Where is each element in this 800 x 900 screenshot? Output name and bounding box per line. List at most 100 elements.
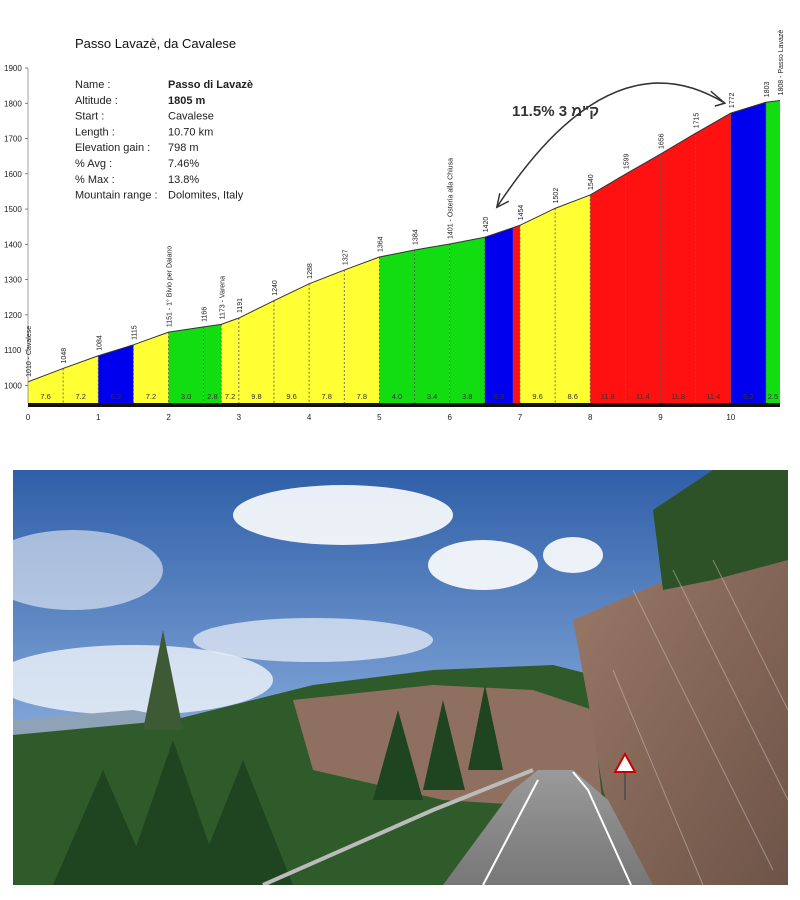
point-label: 1084 bbox=[96, 335, 103, 351]
point-label: 1288 bbox=[307, 263, 314, 279]
grade-label: 3.0 bbox=[181, 392, 191, 401]
grade-label: 4.0 bbox=[392, 392, 402, 401]
x-tick-label: 10 bbox=[726, 413, 735, 422]
segment-11 bbox=[379, 249, 415, 403]
point-label: 1384 bbox=[413, 229, 420, 245]
grade-label: 7.2 bbox=[75, 392, 85, 401]
segment-14 bbox=[484, 227, 513, 403]
grade-label: 9.8 bbox=[251, 392, 261, 401]
annotation-arrow bbox=[496, 82, 726, 208]
point-label: 1173 - Varena bbox=[219, 276, 226, 319]
point-label: 1010 - Cavalese bbox=[26, 326, 33, 377]
segment-18 bbox=[590, 174, 626, 403]
trees-top-right bbox=[653, 470, 788, 590]
y-tick-label: 1300 bbox=[4, 276, 22, 285]
info-value: 7.46% bbox=[168, 158, 199, 170]
segment-7 bbox=[238, 300, 274, 403]
annotation-arrowhead-right bbox=[710, 90, 727, 107]
axes: 1000110012001300140015001600170018001900… bbox=[4, 64, 780, 422]
point-label: 1364 bbox=[377, 236, 384, 252]
segment-3 bbox=[133, 332, 169, 403]
point-label: 1803 bbox=[764, 82, 771, 98]
grade-label: 8.6 bbox=[567, 392, 577, 401]
gradient-segments bbox=[28, 100, 780, 403]
chart-title: Passo Lavazè, da Cavalese bbox=[75, 36, 236, 51]
info-value: 1805 m bbox=[168, 95, 206, 107]
warning-sign bbox=[613, 751, 637, 800]
segment-6 bbox=[221, 318, 239, 403]
info-label: Mountain range : bbox=[75, 190, 158, 202]
point-labels: 1010 - Cavalese 1048 1084 1115 1151 - 1° Biv… bbox=[26, 30, 785, 377]
road-photo bbox=[13, 470, 788, 885]
point-label: 1191 bbox=[237, 298, 244, 313]
grade-label: 6.2 bbox=[111, 392, 121, 401]
point-label: 1454 bbox=[518, 205, 525, 221]
segment-dividers bbox=[62, 102, 767, 403]
info-label: Elevation gain : bbox=[75, 142, 150, 154]
trees bbox=[53, 630, 503, 885]
point-label: 1420 bbox=[483, 217, 490, 233]
point-label: 1502 bbox=[553, 188, 560, 204]
segment-12 bbox=[414, 243, 450, 403]
point-label: 1240 bbox=[272, 280, 279, 296]
point-label: 1327 bbox=[342, 249, 349, 265]
guardrail bbox=[262, 768, 534, 885]
x-tick-label: 5 bbox=[377, 413, 382, 422]
y-tick-label: 1400 bbox=[4, 240, 22, 249]
point-label: 1715 bbox=[694, 113, 701, 129]
info-value: 798 m bbox=[168, 142, 199, 154]
info-value: 13.8% bbox=[168, 174, 199, 186]
point-label: 1772 bbox=[729, 92, 736, 108]
segment-4 bbox=[168, 326, 204, 403]
y-tick-label: 1500 bbox=[4, 205, 22, 214]
grade-label: 11.4 bbox=[706, 392, 720, 401]
x-tick-label: 7 bbox=[518, 413, 523, 422]
y-tick-label: 1900 bbox=[4, 64, 22, 73]
grade-label: 11.8 bbox=[671, 392, 685, 401]
segment-8 bbox=[273, 283, 310, 403]
info-value: Cavalese bbox=[168, 111, 214, 123]
segment-19 bbox=[625, 154, 661, 403]
y-tick-label: 1000 bbox=[4, 381, 22, 390]
clouds bbox=[13, 485, 603, 715]
x-tick-label: 0 bbox=[26, 413, 31, 422]
profile-outline bbox=[27, 99, 781, 383]
grade-labels: 7.6 7.2 6.2 7.2 3.0 2.8 7.2 9.8 9.6 7.8 7.8 4.0 3.4 3… bbox=[40, 392, 778, 401]
profile-line bbox=[27, 99, 781, 383]
info-label: % Max : bbox=[75, 174, 115, 186]
segment-13 bbox=[449, 237, 485, 403]
handwritten-annotation: 11.5% 3 ק"מ bbox=[495, 82, 727, 209]
segment-21 bbox=[695, 113, 731, 403]
x-tick-label: 2 bbox=[166, 413, 171, 422]
point-label: 1166 bbox=[202, 307, 209, 322]
annotation-arrowhead-left bbox=[495, 193, 510, 209]
segment-16 bbox=[519, 208, 556, 403]
rockfall-netting bbox=[612, 559, 788, 885]
segment-2 bbox=[98, 344, 134, 403]
point-label: 1599 bbox=[623, 153, 630, 169]
x-tick-label: 4 bbox=[307, 413, 312, 422]
grade-label: 6.3 bbox=[494, 392, 504, 401]
segment-23 bbox=[765, 100, 780, 403]
road bbox=[443, 770, 653, 885]
rock-cliff bbox=[573, 530, 788, 885]
grade-label: 7.6 bbox=[40, 392, 50, 401]
segment-22 bbox=[730, 102, 766, 403]
info-label: Start : bbox=[75, 111, 104, 123]
point-label: 1656 bbox=[659, 133, 666, 149]
info-label: Name : bbox=[75, 79, 110, 91]
x-tick-label: 3 bbox=[237, 413, 242, 422]
y-tick-label: 1800 bbox=[4, 99, 22, 108]
segment-20 bbox=[660, 133, 696, 403]
grade-label: 2.8 bbox=[207, 392, 217, 401]
segment-9 bbox=[309, 270, 345, 403]
grade-label: 7.8 bbox=[321, 392, 331, 401]
grade-label: 11.4 bbox=[636, 392, 650, 401]
y-tick-label: 1100 bbox=[4, 346, 22, 355]
x-tick-label: 1 bbox=[96, 413, 101, 422]
segment-10 bbox=[344, 257, 380, 403]
grade-label: 7.2 bbox=[146, 392, 156, 401]
x-tick-label: 9 bbox=[658, 413, 663, 422]
info-label: Altitude : bbox=[75, 95, 118, 107]
road-edge-line-right bbox=[572, 771, 632, 885]
